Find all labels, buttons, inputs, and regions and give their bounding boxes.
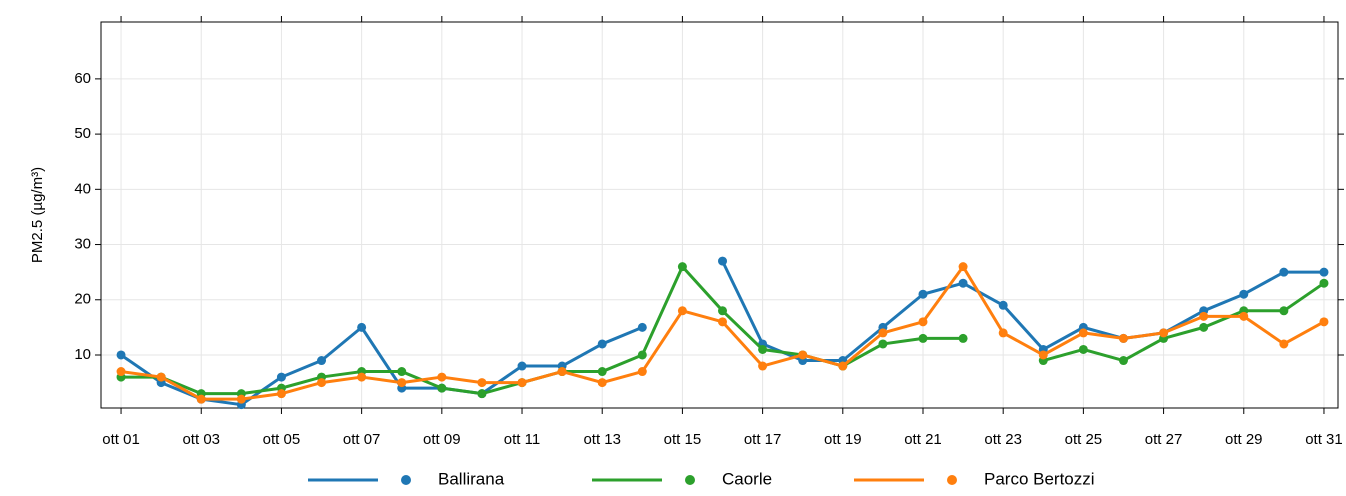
data-point xyxy=(276,389,286,399)
data-point xyxy=(1319,278,1329,288)
data-point xyxy=(196,394,206,404)
data-point xyxy=(1319,267,1329,277)
x-tick-label: ott 07 xyxy=(343,431,381,448)
data-point xyxy=(918,317,928,327)
legend-label: Caorle xyxy=(722,469,772,488)
x-tick-label: ott 13 xyxy=(583,431,621,448)
data-point xyxy=(1118,356,1128,366)
x-tick-label: ott 01 xyxy=(102,431,140,448)
data-point xyxy=(918,333,928,343)
x-tick-label: ott 29 xyxy=(1225,431,1263,448)
data-point xyxy=(477,389,487,399)
x-tick-label: ott 25 xyxy=(1065,431,1103,448)
data-point xyxy=(1319,317,1329,327)
y-tick-label: 60 xyxy=(74,70,91,87)
plot-frame xyxy=(100,21,1339,409)
data-point xyxy=(958,278,968,288)
data-point xyxy=(597,367,607,377)
data-point xyxy=(236,394,246,404)
data-point xyxy=(677,262,687,272)
legend-label: Ballirana xyxy=(438,469,505,488)
data-point xyxy=(1239,289,1249,299)
data-point xyxy=(918,289,928,299)
data-point xyxy=(357,322,367,332)
y-tick-label: 10 xyxy=(74,346,91,363)
x-tick-label: ott 31 xyxy=(1305,431,1343,448)
data-point xyxy=(517,378,527,388)
x-tick-label: ott 05 xyxy=(263,431,301,448)
data-point xyxy=(477,378,487,388)
data-point xyxy=(1199,322,1209,332)
data-point xyxy=(1038,350,1048,360)
data-point xyxy=(998,300,1008,310)
data-point xyxy=(1078,328,1088,338)
data-point xyxy=(1159,328,1169,338)
y-tick-label: 50 xyxy=(74,125,91,142)
data-point xyxy=(838,361,848,371)
data-point xyxy=(437,372,447,382)
series-line xyxy=(120,265,1325,401)
x-tick-label: ott 15 xyxy=(664,431,702,448)
data-point xyxy=(357,372,367,382)
data-point xyxy=(156,372,166,382)
data-point xyxy=(1199,311,1209,321)
data-point xyxy=(1078,344,1088,354)
data-point xyxy=(637,367,647,377)
data-point xyxy=(437,383,447,393)
data-point xyxy=(1279,267,1289,277)
x-tick-label: ott 03 xyxy=(182,431,220,448)
data-point xyxy=(637,350,647,360)
data-point xyxy=(998,328,1008,338)
x-tick-label: ott 09 xyxy=(423,431,461,448)
x-tick-label: ott 23 xyxy=(984,431,1022,448)
legend-marker xyxy=(401,475,411,485)
data-point xyxy=(517,361,527,371)
y-tick-label: 40 xyxy=(74,180,91,197)
data-point xyxy=(637,322,647,332)
data-point xyxy=(958,333,968,343)
data-point xyxy=(597,339,607,349)
data-point xyxy=(317,378,327,388)
data-point xyxy=(878,339,888,349)
x-tick-label: ott 21 xyxy=(904,431,942,448)
data-point xyxy=(116,367,126,377)
data-point xyxy=(597,378,607,388)
data-point xyxy=(718,256,728,266)
x-tick-label: ott 27 xyxy=(1145,431,1183,448)
data-point xyxy=(397,378,407,388)
data-point xyxy=(758,344,768,354)
x-tick-label: ott 11 xyxy=(504,431,540,448)
data-point xyxy=(1239,311,1249,321)
data-point xyxy=(958,262,968,272)
data-point xyxy=(1279,306,1289,316)
data-point xyxy=(317,356,327,366)
legend-marker xyxy=(947,475,957,485)
data-point xyxy=(677,306,687,316)
data-point xyxy=(758,361,768,371)
y-tick-label: 20 xyxy=(74,291,91,308)
data-point xyxy=(1279,339,1289,349)
data-point xyxy=(878,328,888,338)
y-tick-label: 30 xyxy=(74,236,91,253)
data-point xyxy=(276,372,286,382)
data-point xyxy=(718,317,728,327)
x-tick-label: ott 17 xyxy=(744,431,782,448)
data-point xyxy=(397,367,407,377)
data-point xyxy=(798,350,808,360)
data-point xyxy=(557,367,567,377)
series-line xyxy=(121,265,1325,396)
legend-label: Parco Bertozzi xyxy=(984,469,1095,488)
data-point xyxy=(718,306,728,316)
legend-marker xyxy=(685,475,695,485)
y-axis-label: PM2.5 (µg/m³) xyxy=(29,167,46,263)
data-point xyxy=(1118,333,1128,343)
x-tick-label: ott 19 xyxy=(824,431,862,448)
data-point xyxy=(116,350,126,360)
